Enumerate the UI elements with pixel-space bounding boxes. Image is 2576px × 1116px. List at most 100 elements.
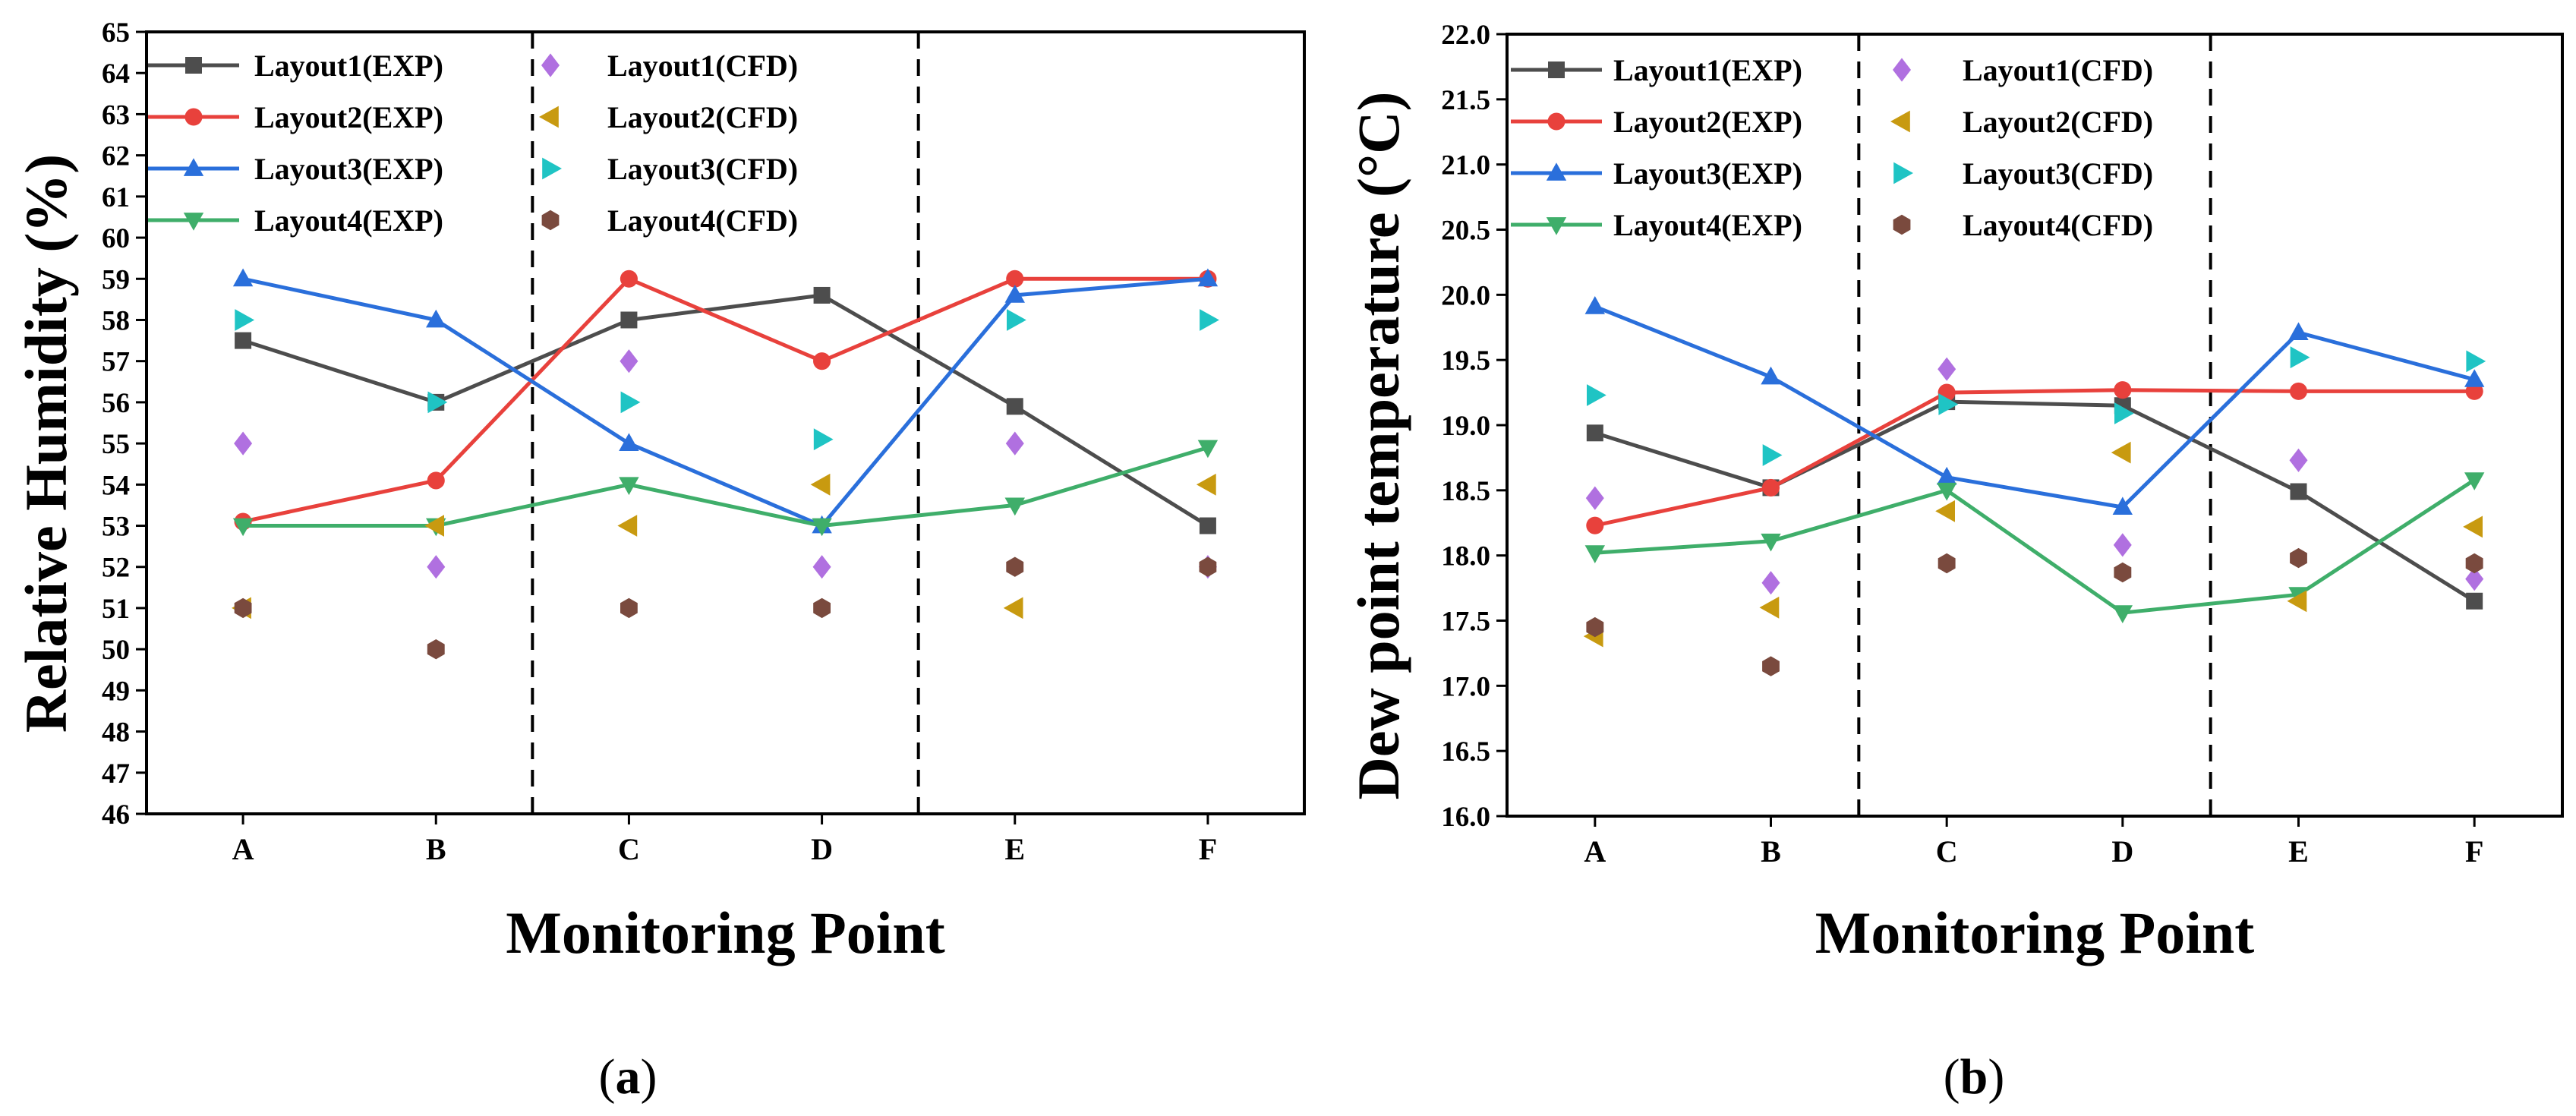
point-layout3-cfd-f bbox=[1200, 309, 1219, 331]
y-tick-label: 49 bbox=[102, 676, 130, 707]
legend-marker-layout3-exp bbox=[183, 158, 204, 176]
point-layout4-cfd-b bbox=[1762, 656, 1780, 676]
point-layout3-exp-a bbox=[1584, 296, 1605, 314]
legend-marker-layout3-cfd bbox=[1893, 162, 1913, 184]
point-layout2-exp-d bbox=[813, 352, 831, 370]
x-axis-title: Monitoring Point bbox=[1815, 900, 2255, 966]
point-layout2-cfd-e bbox=[1003, 597, 1023, 619]
panel-caption: (b) bbox=[1944, 1049, 2005, 1105]
point-layout4-exp-d bbox=[812, 518, 832, 537]
legend-marker-layout1-cfd bbox=[541, 53, 560, 77]
y-tick-label: 17.5 bbox=[1441, 607, 1490, 638]
point-layout3-cfd-b bbox=[427, 391, 448, 414]
caption-letter: a bbox=[616, 1049, 641, 1105]
y-tick-label: 53 bbox=[102, 512, 130, 543]
point-layout4-cfd-d bbox=[813, 597, 831, 619]
panel-caption: (a) bbox=[599, 1049, 657, 1105]
point-layout2-cfd-d bbox=[2111, 441, 2131, 464]
y-tick-label: 60 bbox=[102, 223, 130, 254]
point-layout1-cfd-d bbox=[812, 555, 831, 579]
point-layout4-cfd-b bbox=[427, 639, 445, 660]
point-layout4-cfd-e bbox=[1006, 556, 1024, 577]
point-layout3-exp-a bbox=[232, 268, 254, 287]
point-layout1-cfd-c bbox=[620, 349, 638, 374]
caption-open: ( bbox=[599, 1049, 616, 1105]
point-layout4-cfd-c bbox=[620, 597, 638, 619]
series-group bbox=[232, 268, 1219, 660]
x-tick-label-e: E bbox=[2288, 834, 2309, 869]
legend-marker-layout2-cfd bbox=[539, 106, 559, 128]
chart-panel-a: 46 47 48 49 50 51 52 53 54 55 56 57 58 59 60 61 62 63 64 65… bbox=[13, 17, 1306, 1105]
point-layout2-exp-c bbox=[620, 270, 638, 288]
legend-label-layout1-cfd: Layout1(CFD) bbox=[607, 49, 798, 83]
point-layout1-cfd-a bbox=[1585, 486, 1604, 510]
point-layout3-exp-b bbox=[426, 309, 446, 328]
point-layout2-cfd-d bbox=[810, 473, 831, 496]
point-layout3-exp-f bbox=[2464, 369, 2485, 387]
legend-label-layout2-exp: Layout2(EXP) bbox=[1613, 105, 1802, 139]
y-tick-label: 18.0 bbox=[1441, 541, 1490, 572]
point-layout2-cfd-c bbox=[1935, 500, 1955, 522]
series-line-layout2-exp bbox=[242, 276, 1208, 524]
legend-marker-layout4-cfd bbox=[1893, 214, 1911, 235]
plot-frame bbox=[1506, 33, 2564, 818]
point-layout3-exp-c bbox=[1937, 466, 1957, 485]
series-line-layout4-exp bbox=[243, 446, 1209, 528]
y-tick-label: 22.0 bbox=[1441, 20, 1490, 51]
point-layout1-cfd-b bbox=[427, 555, 446, 579]
legend-label-layout2-exp: Layout2(EXP) bbox=[254, 100, 443, 134]
point-layout4-cfd-d bbox=[2114, 562, 2132, 583]
caption-open: ( bbox=[1944, 1049, 1960, 1105]
point-layout3-cfd-a bbox=[1587, 384, 1606, 406]
y-tick-label: 16.5 bbox=[1441, 736, 1490, 768]
series-line-layout2-exp bbox=[1594, 388, 2475, 528]
point-layout4-cfd-e bbox=[2290, 547, 2307, 569]
y-tick-label: 50 bbox=[102, 635, 130, 666]
x-tick-label-d: D bbox=[2111, 834, 2133, 869]
legend: Layout1(EXP) Layout2(EXP) Layout3(EXP) Layo… bbox=[1511, 53, 2153, 242]
point-layout1-exp-e bbox=[1006, 398, 1023, 415]
point-layout4-exp-a bbox=[1584, 545, 1605, 563]
point-layout1-exp-c bbox=[620, 311, 638, 329]
point-layout3-cfd-d bbox=[813, 428, 834, 451]
point-layout3-cfd-b bbox=[1762, 444, 1783, 466]
y-tick-label: 63 bbox=[102, 99, 130, 131]
legend-marker-layout3-exp bbox=[1546, 162, 1567, 181]
y-tick-label: 64 bbox=[102, 58, 130, 90]
point-layout3-cfd-c bbox=[1938, 393, 1959, 415]
x-tick-label-b: B bbox=[426, 832, 446, 866]
y-tick-label: 21.0 bbox=[1441, 150, 1490, 181]
legend-label-layout1-cfd: Layout1(CFD) bbox=[1963, 53, 2153, 87]
y-tick-label: 21.5 bbox=[1441, 85, 1490, 116]
caption-close: ) bbox=[1988, 1049, 2004, 1105]
point-layout3-cfd-c bbox=[620, 391, 641, 414]
legend-label-layout2-cfd: Layout2(CFD) bbox=[1963, 105, 2153, 139]
y-tick-label: 58 bbox=[102, 305, 130, 336]
legend-marker-layout4-exp bbox=[183, 213, 204, 231]
x-tick-label-d: D bbox=[811, 832, 833, 866]
point-layout3-exp-d bbox=[2112, 497, 2133, 515]
caption-close: ) bbox=[641, 1049, 657, 1105]
y-tick-label: 52 bbox=[102, 553, 130, 584]
series-line-layout3-exp bbox=[242, 276, 1209, 528]
point-layout4-exp-e bbox=[1004, 497, 1025, 516]
point-layout1-cfd-f bbox=[2465, 567, 2484, 591]
y-tick-label: 51 bbox=[102, 594, 130, 625]
point-layout2-cfd-f bbox=[2463, 515, 2483, 538]
point-layout1-exp-f bbox=[1199, 517, 1216, 534]
x-tick-label-c: C bbox=[1936, 834, 1958, 869]
x-tick-label-c: C bbox=[618, 832, 640, 866]
point-layout3-cfd-d bbox=[2114, 402, 2134, 424]
legend-label-layout4-exp: Layout4(EXP) bbox=[254, 203, 443, 238]
point-layout4-exp-f bbox=[2464, 472, 2485, 490]
point-layout4-exp-c bbox=[1937, 482, 1957, 501]
point-layout4-cfd-f bbox=[1199, 556, 1217, 577]
point-layout4-exp-a bbox=[232, 518, 254, 537]
point-layout1-cfd-d bbox=[2113, 533, 2132, 557]
y-tick-label: 46 bbox=[102, 799, 130, 831]
legend-label-layout1-exp: Layout1(EXP) bbox=[254, 49, 443, 83]
legend-label-layout3-cfd: Layout3(CFD) bbox=[1963, 156, 2153, 191]
y-tick-label: 59 bbox=[102, 264, 130, 295]
y-tick-label: 56 bbox=[102, 388, 130, 419]
